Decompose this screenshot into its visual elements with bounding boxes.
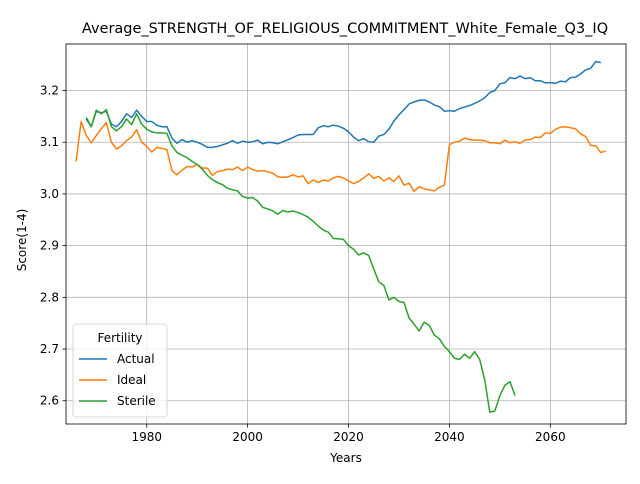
legend-label-ideal: Ideal bbox=[117, 373, 146, 387]
x-tick-label: 2040 bbox=[434, 430, 465, 444]
y-tick-label: 2.8 bbox=[40, 290, 59, 304]
legend: Fertility Actual Ideal Sterile bbox=[72, 323, 168, 418]
legend-label-sterile: Sterile bbox=[117, 394, 156, 408]
y-tick-label: 2.6 bbox=[40, 394, 59, 408]
y-tick-label: 2.9 bbox=[40, 239, 59, 253]
y-tick-label: 3.2 bbox=[40, 84, 59, 98]
x-axis-ticks: 1980 2000 2020 2040 2060 bbox=[131, 424, 566, 444]
legend-box bbox=[72, 323, 168, 418]
y-tick-label: 3.0 bbox=[40, 187, 59, 201]
y-axis-ticks: 2.6 2.7 2.8 2.9 3.0 3.1 3.2 bbox=[40, 84, 66, 408]
x-tick-label: 2060 bbox=[535, 430, 566, 444]
series-line-actual bbox=[85, 60, 601, 149]
y-tick-label: 3.1 bbox=[40, 135, 59, 149]
legend-label-actual: Actual bbox=[117, 352, 155, 366]
legend-title: Fertility bbox=[97, 331, 142, 345]
x-tick-label: 1980 bbox=[131, 430, 162, 444]
x-tick-label: 2000 bbox=[232, 430, 263, 444]
x-axis-label: Years bbox=[329, 451, 362, 465]
series-line-sterile bbox=[85, 108, 516, 413]
x-tick-label: 2020 bbox=[333, 430, 364, 444]
plot-area-frame bbox=[65, 43, 627, 425]
chart-title: Average_STRENGTH_OF_RELIGIOUS_COMMITMENT… bbox=[82, 21, 608, 37]
y-axis-label: Score(1-4) bbox=[15, 209, 29, 272]
series-lines bbox=[75, 60, 607, 413]
y-tick-label: 2.7 bbox=[40, 342, 59, 356]
series-line-ideal bbox=[75, 120, 607, 193]
